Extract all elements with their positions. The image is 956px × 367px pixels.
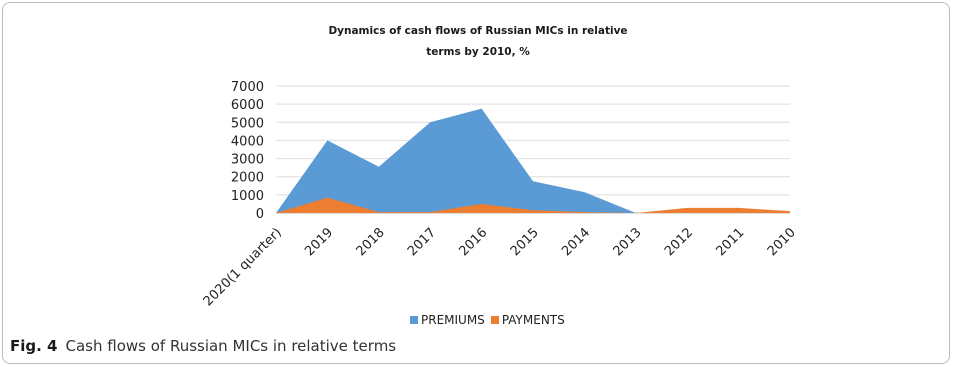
legend-item-payments: PAYMENTS [490,313,565,327]
y-tick-label: 6000 [231,98,264,113]
figure-frame [2,2,950,364]
legend-label-payments: PAYMENTS [501,313,565,327]
y-tick-label: 0 [256,207,264,222]
legend: PREMIUMS PAYMENTS [410,313,571,327]
caption-text: Cash flows of Russian MICs in relative t… [65,337,397,355]
x-tick-label: 2020(1 quarter) [201,225,285,309]
legend-item-premiums: PREMIUMS [410,313,485,327]
x-tick-label: 2015 [508,225,542,259]
caption-label: Fig. 4 [10,337,58,355]
area-series-payments [276,197,790,213]
chart-title-line1: Dynamics of cash flows of Russian MICs i… [328,25,628,37]
legend-label-premiums: PREMIUMS [421,313,485,327]
x-tick-label: 2018 [354,225,388,259]
x-tick-label: 2016 [456,225,490,259]
x-tick-label: 2019 [302,225,336,259]
x-tick-label: 2014 [559,225,593,259]
chart-title-line2: terms by 2010, % [426,46,530,58]
y-tick-label: 3000 [231,153,264,168]
x-tick-label: 2010 [765,225,799,259]
x-tick-label: 2017 [405,225,439,259]
y-tick-label: 4000 [231,134,264,149]
x-tick-labels: 2020(1 quarter) 2019 2018 2017 2016 2015 2014 2… [201,225,799,309]
y-tick-label: 5000 [231,116,264,131]
y-tick-labels: 0 1000 2000 3000 4000 5000 6000 7000 [231,80,264,222]
legend-swatch-premiums [410,316,418,324]
area-layer [276,108,790,213]
x-tick-label: 2011 [713,225,747,259]
y-tick-label: 2000 [231,171,264,186]
x-tick-label: 2013 [611,225,645,259]
x-tick-label: 2012 [662,225,696,259]
y-tick-label: 7000 [231,80,264,95]
area-series-premiums [276,108,790,213]
y-tick-label: 1000 [231,189,264,204]
figure-caption: Fig. 4 Cash flows of Russian MICs in rela… [10,337,396,355]
legend-swatch-payments [490,316,499,324]
